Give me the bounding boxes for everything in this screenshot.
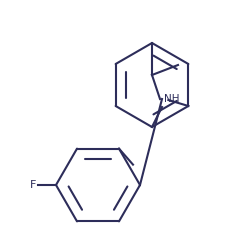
Text: NH: NH — [163, 94, 179, 104]
Text: F: F — [30, 180, 36, 190]
